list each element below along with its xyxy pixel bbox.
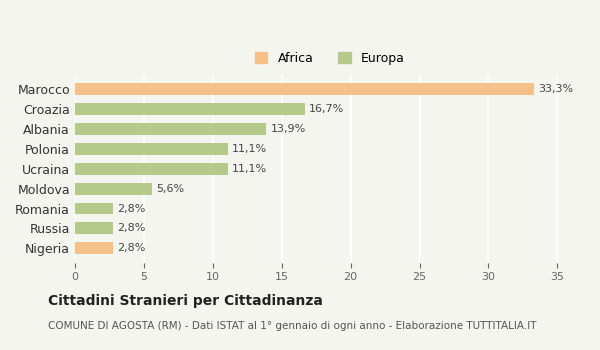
Text: 16,7%: 16,7% <box>309 104 344 114</box>
Text: 5,6%: 5,6% <box>156 184 184 194</box>
Text: 11,1%: 11,1% <box>232 144 267 154</box>
Text: 13,9%: 13,9% <box>271 124 306 134</box>
Text: Cittadini Stranieri per Cittadinanza: Cittadini Stranieri per Cittadinanza <box>48 294 323 308</box>
Bar <box>75 223 113 234</box>
Bar <box>75 163 228 175</box>
Legend: Africa, Europa: Africa, Europa <box>250 47 410 70</box>
Text: 2,8%: 2,8% <box>118 203 146 214</box>
Bar <box>75 242 113 254</box>
Bar <box>75 103 305 115</box>
Bar <box>75 183 152 195</box>
Bar <box>75 83 534 95</box>
Bar <box>75 203 113 215</box>
Text: 2,8%: 2,8% <box>118 243 146 253</box>
Bar <box>75 143 228 155</box>
Text: 33,3%: 33,3% <box>538 84 573 94</box>
Text: 11,1%: 11,1% <box>232 164 267 174</box>
Bar <box>75 123 266 135</box>
Text: COMUNE DI AGOSTA (RM) - Dati ISTAT al 1° gennaio di ogni anno - Elaborazione TUT: COMUNE DI AGOSTA (RM) - Dati ISTAT al 1°… <box>48 321 536 331</box>
Text: 2,8%: 2,8% <box>118 223 146 233</box>
